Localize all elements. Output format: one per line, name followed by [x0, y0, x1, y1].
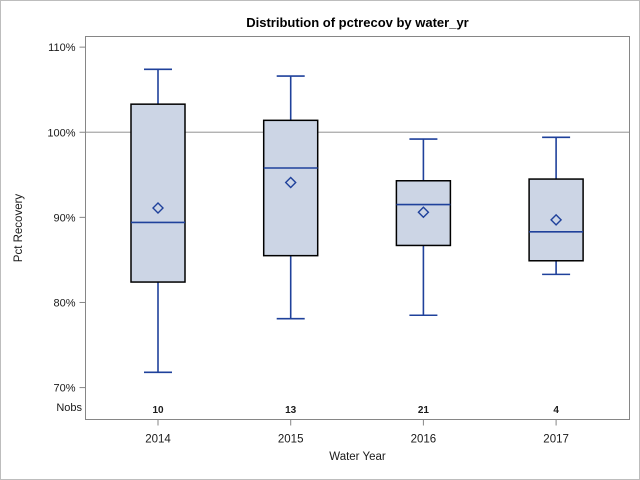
box-group-2017: 4 2017 [528, 136, 584, 446]
chart-title: Distribution of pctrecov by water_yr [246, 15, 469, 30]
y-tick-label-110: 110% [48, 42, 76, 54]
x-category-label-2017: 2017 [543, 434, 569, 446]
box-group-2014: 10 2014 [130, 68, 186, 446]
x-axis-title: Water Year [329, 451, 386, 463]
nobs-value-2015: 13 [285, 405, 297, 416]
iqr-box-2016 [395, 180, 452, 247]
mean-marker-2017 [550, 213, 563, 226]
iqr-box-2017 [528, 178, 584, 262]
y-tick-label-100: 100% [47, 127, 75, 139]
mean-marker-2015 [284, 176, 297, 189]
plot-area-border [85, 36, 630, 420]
y-tick-label-70: 70% [53, 383, 75, 395]
box-group-2015: 13 2015 [262, 75, 319, 446]
nobs-value-2016: 21 [418, 405, 430, 416]
y-tick-label-90: 90% [53, 212, 75, 224]
nobs-value-2017: 4 [553, 405, 559, 416]
mean-marker-2016 [417, 206, 430, 219]
nobs-value-2014: 10 [152, 405, 164, 416]
iqr-box-2014 [130, 103, 186, 283]
x-category-label-2015: 2015 [278, 434, 304, 446]
x-category-label-2014: 2014 [145, 434, 171, 446]
nobs-row-label: Nobs [56, 402, 82, 414]
box-group-2016: 21 2016 [395, 138, 452, 446]
x-category-label-2016: 2016 [411, 434, 437, 446]
y-tick-label-80: 80% [53, 297, 75, 309]
mean-marker-2014 [152, 202, 164, 214]
